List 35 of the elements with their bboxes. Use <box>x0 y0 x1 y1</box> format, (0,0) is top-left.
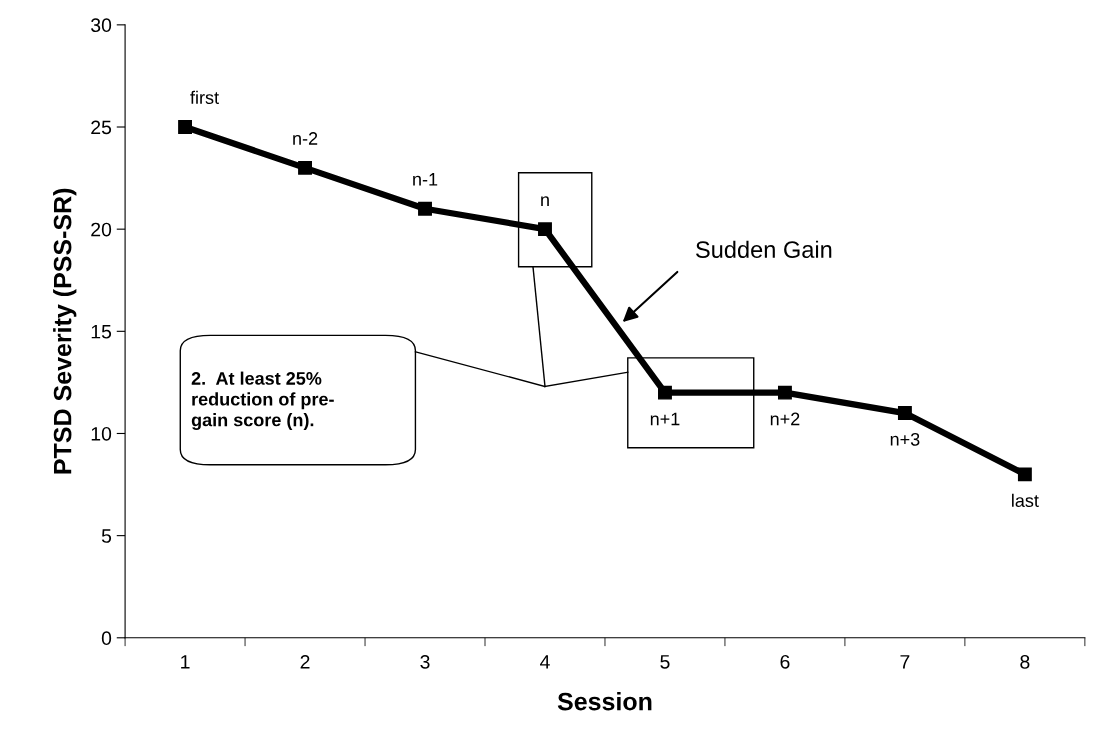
annotation: n+2 <box>770 412 800 426</box>
x-tick-label: 7 <box>900 655 910 669</box>
x-tick-label: 2 <box>300 654 310 669</box>
annotation: n-1 <box>413 173 438 186</box>
x-tick-label: 6 <box>780 654 790 669</box>
y-tick-label: 20 <box>91 222 112 237</box>
x-axis-title: Session <box>557 692 652 711</box>
x-tick-label: 4 <box>540 655 550 669</box>
point <box>658 385 672 400</box>
point <box>897 406 912 420</box>
annotation: last <box>1012 493 1039 508</box>
point <box>777 385 792 400</box>
x-tick-label: 8 <box>1020 654 1030 669</box>
annotation: n <box>541 196 549 206</box>
point <box>1017 467 1032 482</box>
y-tick-label: 25 <box>91 120 112 135</box>
point <box>538 222 552 237</box>
x-tick-label: 3 <box>420 654 430 669</box>
point <box>178 120 193 134</box>
annotation: Sudden Gain <box>696 240 832 258</box>
y-tick-label: 0 <box>101 631 112 646</box>
annotation: 2. At least 25% reduction of pre- gain score (n). <box>191 371 334 430</box>
y-tick-label: 10 <box>91 426 112 441</box>
annotation: n-2 <box>293 132 318 145</box>
y-tick-label: 30 <box>91 18 112 33</box>
annotation: first <box>190 90 219 104</box>
y-tick-label: 5 <box>101 529 112 543</box>
annotation: n+3 <box>890 432 920 446</box>
point <box>418 201 432 216</box>
y-axis-title: PTSD Severity (PSS-SR) <box>53 188 77 474</box>
annotation: n+1 <box>650 412 680 426</box>
point <box>298 160 312 175</box>
y-tick-label: 15 <box>91 324 112 339</box>
x-tick-label: 1 <box>181 655 190 669</box>
x-tick-label: 5 <box>660 655 670 669</box>
